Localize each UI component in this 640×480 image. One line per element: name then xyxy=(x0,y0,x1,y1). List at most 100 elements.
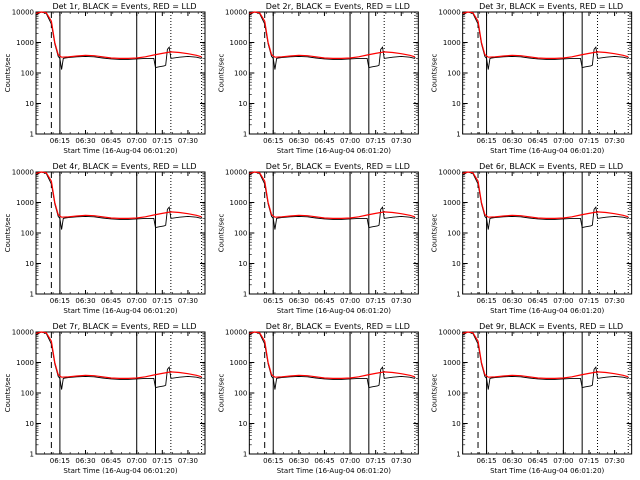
y-tick-label: 1000 xyxy=(230,199,248,207)
x-tick-label: 07:30 xyxy=(391,457,411,465)
x-tick-label: 06:30 xyxy=(502,137,522,145)
y-tick-label: 100 xyxy=(21,230,34,238)
chart-title: Det 6r, BLACK = Events, RED = LLD xyxy=(479,162,623,171)
x-tick-label: 07:30 xyxy=(178,297,198,305)
series-line-events xyxy=(35,171,202,230)
y-axis-label: Counts/sec xyxy=(4,214,12,253)
x-tick-label: 06:45 xyxy=(528,457,548,465)
x-tick-label: 07:15 xyxy=(366,297,386,305)
x-tick-label: 06:15 xyxy=(476,137,496,145)
y-axis-label: Counts/sec xyxy=(217,54,225,93)
series-line-events xyxy=(35,331,202,390)
plot-frame xyxy=(462,171,633,295)
y-tick-label: 1000 xyxy=(16,199,34,207)
y-tick-label: 10 xyxy=(238,260,247,268)
y-tick-label: 10000 xyxy=(12,169,34,177)
series-line-events xyxy=(462,11,629,70)
plot-frame xyxy=(248,331,419,455)
x-tick-label: 07:00 xyxy=(127,457,147,465)
x-axis-label: Start Time (16-Aug-04 06:01:20) xyxy=(277,147,391,155)
chart-panel-6: Det 6r, BLACK = Events, RED = LLD 1 10 100 1… xyxy=(431,162,633,315)
x-tick-label: 07:00 xyxy=(553,137,573,145)
chart-title: Det 1r, BLACK = Events, RED = LLD xyxy=(52,2,196,11)
x-tick-label: 07:00 xyxy=(340,457,360,465)
x-tick-label: 07:00 xyxy=(127,297,147,305)
y-axis-label: Counts/sec xyxy=(431,374,439,413)
y-tick-label: 1 xyxy=(30,451,34,459)
y-tick-label: 1000 xyxy=(230,359,248,367)
chart-panel-3: Det 3r, BLACK = Events, RED = LLD 1 10 100 1… xyxy=(431,2,633,155)
series-line-events xyxy=(462,331,629,390)
x-tick-label: 06:15 xyxy=(476,297,496,305)
y-tick-label: 1000 xyxy=(230,39,248,47)
y-tick-label: 10 xyxy=(452,260,461,268)
x-tick-label: 06:30 xyxy=(502,297,522,305)
y-axis-label: Counts/sec xyxy=(431,54,439,93)
x-tick-label: 07:00 xyxy=(553,457,573,465)
chart-title: Det 7r, BLACK = Events, RED = LLD xyxy=(52,322,196,331)
x-axis-label: Start Time (16-Aug-04 06:01:20) xyxy=(490,307,604,315)
x-tick-label: 06:45 xyxy=(528,297,548,305)
y-tick-label: 1000 xyxy=(16,39,34,47)
plot-frame xyxy=(462,11,633,135)
x-tick-label: 07:15 xyxy=(579,137,599,145)
plot-frame xyxy=(248,171,419,295)
y-tick-label: 10 xyxy=(238,100,247,108)
y-tick-label: 100 xyxy=(447,390,460,398)
y-tick-label: 1000 xyxy=(443,359,461,367)
y-tick-label: 100 xyxy=(234,70,247,78)
x-tick-label: 07:15 xyxy=(152,137,172,145)
y-tick-label: 100 xyxy=(21,70,34,78)
y-tick-label: 10000 xyxy=(225,169,247,177)
series-line-lld xyxy=(249,11,416,60)
series-line-lld xyxy=(249,331,416,380)
chart-panel-4: Det 4r, BLACK = Events, RED = LLD 1 10 100 1… xyxy=(4,162,206,315)
x-tick-label: 06:30 xyxy=(75,457,95,465)
y-axis-label: Counts/sec xyxy=(4,54,12,93)
y-tick-label: 10 xyxy=(25,100,34,108)
series-line-lld xyxy=(462,11,629,60)
chart-panel-1: Det 1r, BLACK = Events, RED = LLD 1 10 100 1… xyxy=(4,2,206,155)
plot-frame xyxy=(35,11,206,135)
x-tick-label: 06:15 xyxy=(476,457,496,465)
y-tick-label: 10 xyxy=(25,260,34,268)
x-tick-label: 07:15 xyxy=(152,457,172,465)
y-tick-label: 1 xyxy=(456,451,460,459)
y-tick-label: 1000 xyxy=(16,359,34,367)
chart-title: Det 8r, BLACK = Events, RED = LLD xyxy=(266,322,410,331)
x-tick-label: 06:30 xyxy=(289,457,309,465)
plot-frame xyxy=(462,331,633,455)
y-tick-label: 10000 xyxy=(12,9,34,17)
series-line-events xyxy=(249,331,416,390)
x-tick-label: 06:30 xyxy=(75,137,95,145)
y-tick-label: 1000 xyxy=(443,39,461,47)
series-line-lld xyxy=(462,171,629,220)
x-tick-label: 06:15 xyxy=(263,297,283,305)
y-tick-label: 1 xyxy=(30,291,34,299)
x-axis-label: Start Time (16-Aug-04 06:01:20) xyxy=(63,307,177,315)
plot-frame xyxy=(248,11,419,135)
x-tick-label: 07:00 xyxy=(553,297,573,305)
series-line-lld xyxy=(35,171,202,220)
x-tick-label: 07:30 xyxy=(604,297,624,305)
chart-title: Det 2r, BLACK = Events, RED = LLD xyxy=(266,2,410,11)
y-axis-label: Counts/sec xyxy=(4,374,12,413)
chart-panel-2: Det 2r, BLACK = Events, RED = LLD 1 10 100 1… xyxy=(217,2,419,155)
y-tick-label: 1 xyxy=(456,131,460,139)
y-tick-label: 100 xyxy=(447,230,460,238)
x-tick-label: 07:30 xyxy=(391,137,411,145)
y-tick-label: 1 xyxy=(456,291,460,299)
y-tick-label: 10000 xyxy=(12,329,34,337)
series-line-lld xyxy=(249,171,416,220)
y-tick-label: 1 xyxy=(30,131,34,139)
y-tick-label: 1000 xyxy=(443,199,461,207)
x-tick-label: 07:15 xyxy=(579,457,599,465)
y-axis-label: Counts/sec xyxy=(431,214,439,253)
y-tick-label: 10 xyxy=(452,420,461,428)
y-tick-label: 1 xyxy=(243,291,247,299)
x-tick-label: 06:45 xyxy=(314,457,334,465)
series-line-lld xyxy=(35,11,202,60)
y-tick-label: 10000 xyxy=(438,9,460,17)
y-tick-label: 100 xyxy=(234,390,247,398)
x-tick-label: 06:45 xyxy=(314,297,334,305)
